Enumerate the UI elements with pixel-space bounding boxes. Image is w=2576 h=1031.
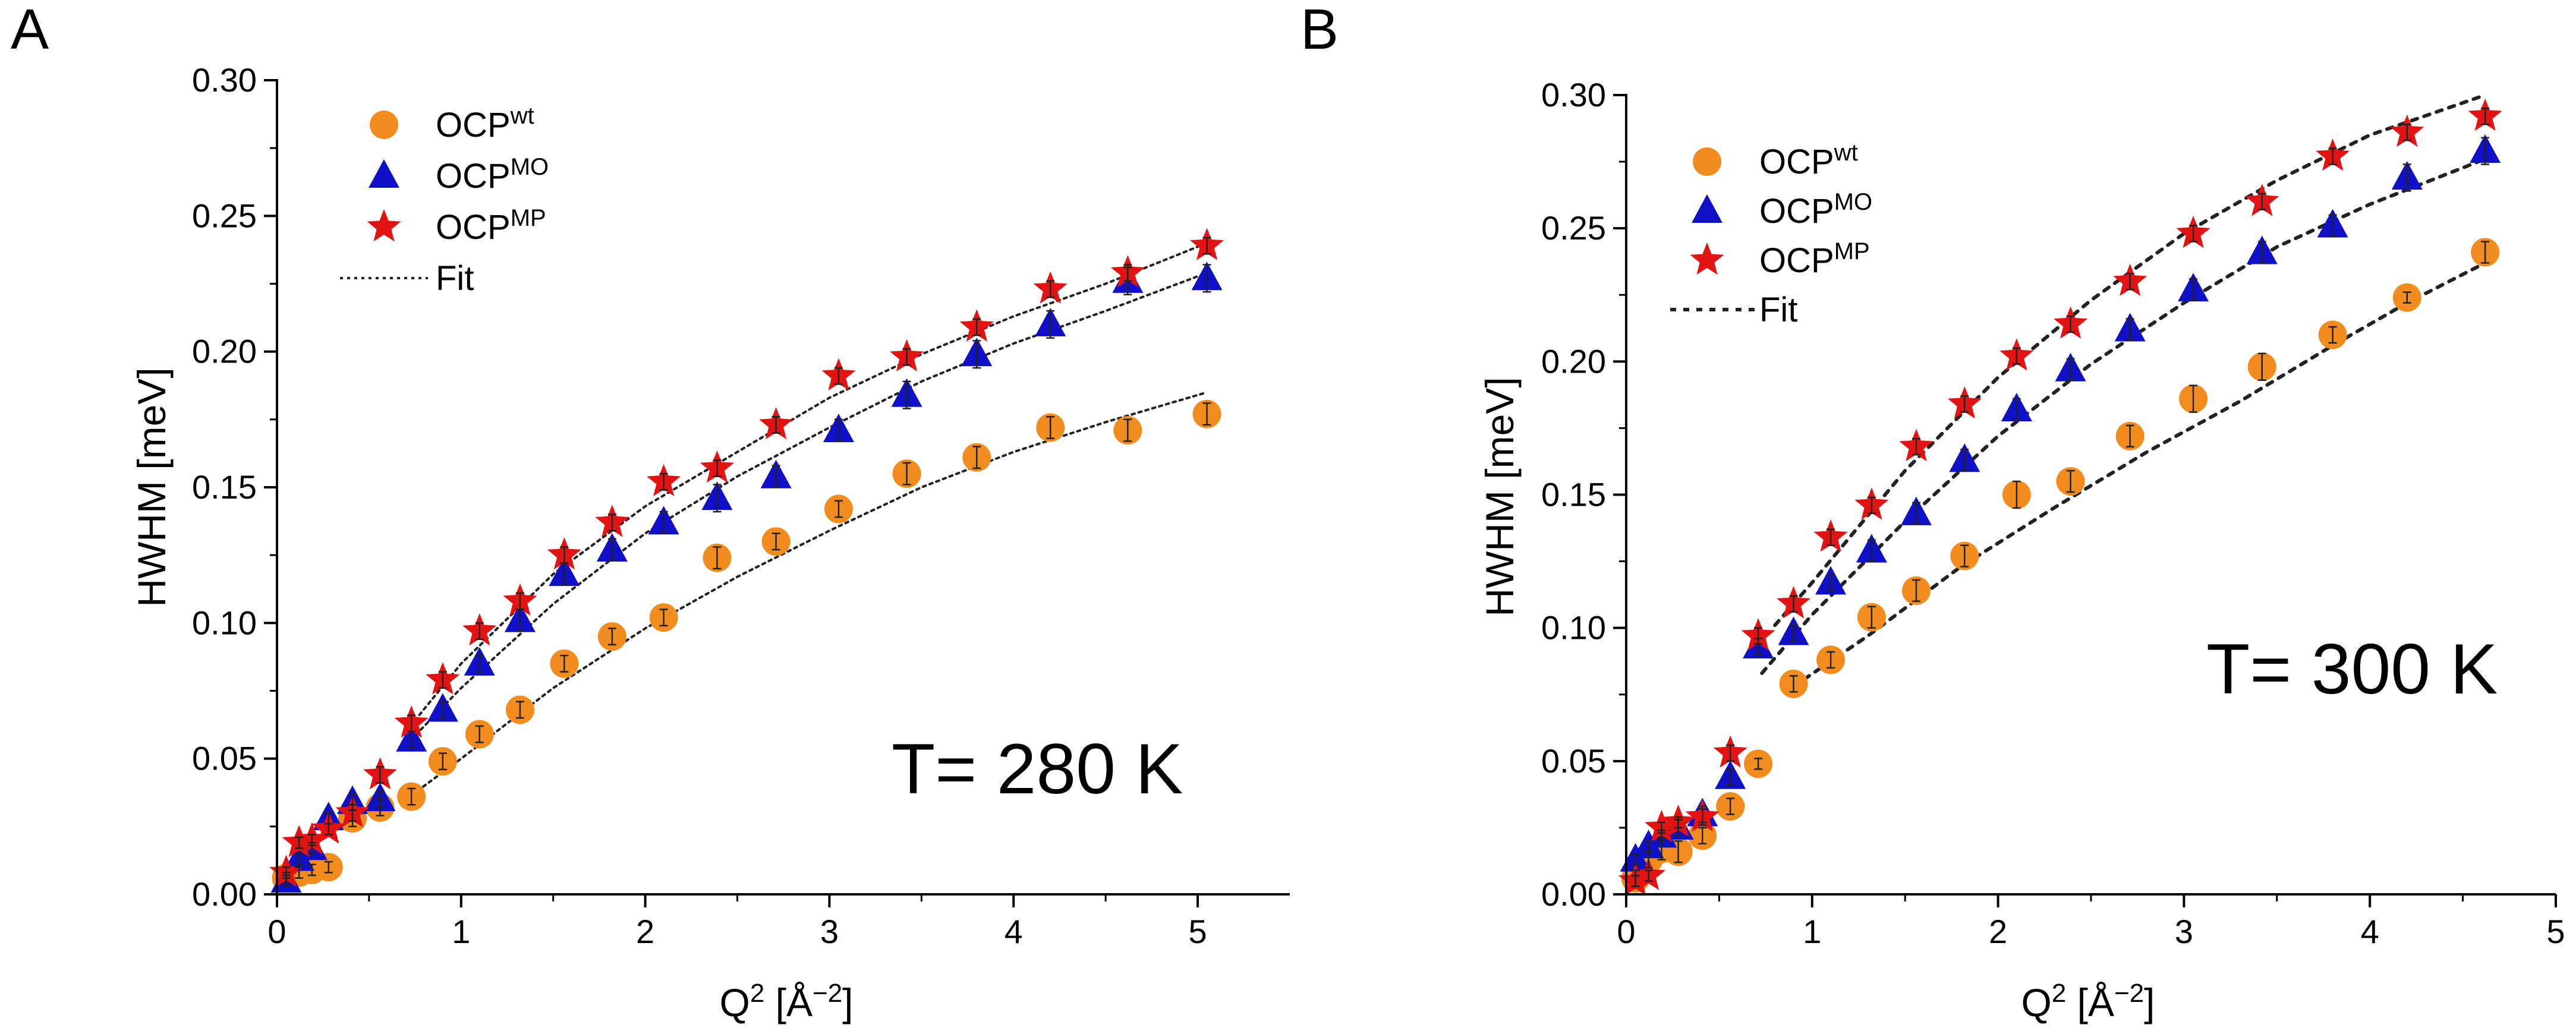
y-tick-label: 0.15 bbox=[192, 468, 257, 506]
y-tick-label: 0.05 bbox=[192, 740, 257, 777]
axes: 0 1 2 3 4 5 0.00 0.05 0.10 0.15 0.20 0.25 0.30 bbox=[192, 61, 1290, 950]
legend: OCPwt OCPMO OCPMP Fit bbox=[340, 103, 549, 298]
y-tick-label: 0.15 bbox=[1541, 476, 1606, 513]
fit-curve-mo bbox=[404, 272, 1208, 746]
legend-marker-mo bbox=[1692, 194, 1722, 223]
x-tick-label: 0 bbox=[1617, 913, 1635, 950]
x-tick-label: 3 bbox=[820, 913, 839, 950]
panel-label-a: A bbox=[11, 0, 49, 61]
x-tick-label: 3 bbox=[2175, 913, 2193, 950]
chart-panel-a: T= 280 K HWHM [meV] Q2 [Å−2] 0 1 2 3 4 50.000… bbox=[130, 61, 1290, 1024]
y-tick-label: 0.30 bbox=[192, 61, 257, 99]
fit-curve-mo bbox=[1760, 157, 2487, 675]
x-tick-label: 5 bbox=[1189, 913, 1207, 950]
y-tick-label: 0.00 bbox=[1541, 875, 1606, 913]
x-tick-label: 4 bbox=[1004, 913, 1023, 950]
legend-label-mo: OCPMO bbox=[1759, 189, 1872, 231]
error-bars bbox=[1631, 108, 2490, 887]
axes: 0 1 2 3 4 5 0.00 0.05 0.10 0.15 0.20 0.25 0.30 bbox=[1541, 76, 2565, 950]
error-bars bbox=[282, 237, 1211, 887]
legend-marker-wt bbox=[1693, 147, 1721, 176]
y-tick-label: 0.10 bbox=[1541, 609, 1606, 647]
legend-label-fit: Fit bbox=[1759, 291, 1797, 329]
y-tick-label: 0.20 bbox=[192, 333, 257, 370]
x-axis-label: Q2 [Å−2] bbox=[719, 979, 853, 1025]
data-markers bbox=[1618, 98, 2502, 896]
y-tick-label: 0.30 bbox=[1541, 76, 1606, 113]
x-tick-label: 2 bbox=[1989, 913, 2007, 950]
y-axis-label: HWHM [meV] bbox=[1478, 377, 1522, 616]
legend-marker-mo bbox=[369, 159, 399, 188]
fit-curve-mp bbox=[404, 242, 1208, 733]
x-tick-label: 5 bbox=[2546, 913, 2565, 950]
legend-label-wt: OCPwt bbox=[1759, 140, 1858, 181]
x-tick-label: 0 bbox=[267, 913, 286, 950]
fit-curve-mp bbox=[1773, 93, 2487, 628]
y-axis-label: HWHM [meV] bbox=[130, 367, 174, 607]
legend-marker-mp bbox=[1690, 242, 1724, 275]
panel-label-b: B bbox=[1300, 0, 1339, 61]
legend-marker-mp bbox=[367, 209, 401, 242]
legend-label-mp: OCPMP bbox=[1759, 238, 1870, 280]
x-tick-label: 2 bbox=[636, 913, 654, 950]
y-tick-label: 0.00 bbox=[192, 875, 257, 913]
y-tick-label: 0.10 bbox=[192, 604, 257, 641]
fit-curve-wt bbox=[1791, 261, 2487, 689]
chart-panel-b: T= 300 K HWHM [meV] Q2 [Å−2] 0 1 2 3 4 50.000… bbox=[1478, 76, 2565, 1024]
y-tick-label: 0.25 bbox=[192, 197, 257, 234]
legend-marker-wt bbox=[370, 111, 398, 139]
temperature-annotation: T= 300 K bbox=[2206, 629, 2498, 709]
legend-label-mp: OCPMP bbox=[436, 205, 546, 247]
temperature-annotation: T= 280 K bbox=[892, 729, 1183, 809]
x-tick-label: 1 bbox=[1803, 913, 1821, 950]
x-axis-label: Q2 [Å−2] bbox=[2021, 979, 2155, 1025]
legend-label-fit: Fit bbox=[436, 259, 474, 298]
legend-label-wt: OCPwt bbox=[436, 103, 534, 144]
y-tick-label: 0.20 bbox=[1541, 342, 1606, 380]
fit-curves bbox=[1760, 93, 2487, 689]
x-tick-label: 1 bbox=[452, 913, 470, 950]
legend: OCPwt OCPMO OCPMP Fit bbox=[1670, 140, 1872, 329]
legend-label-mo: OCPMO bbox=[436, 154, 549, 196]
x-tick-label: 4 bbox=[2361, 913, 2379, 950]
y-tick-label: 0.05 bbox=[1541, 742, 1606, 780]
y-tick-label: 0.25 bbox=[1541, 209, 1606, 247]
